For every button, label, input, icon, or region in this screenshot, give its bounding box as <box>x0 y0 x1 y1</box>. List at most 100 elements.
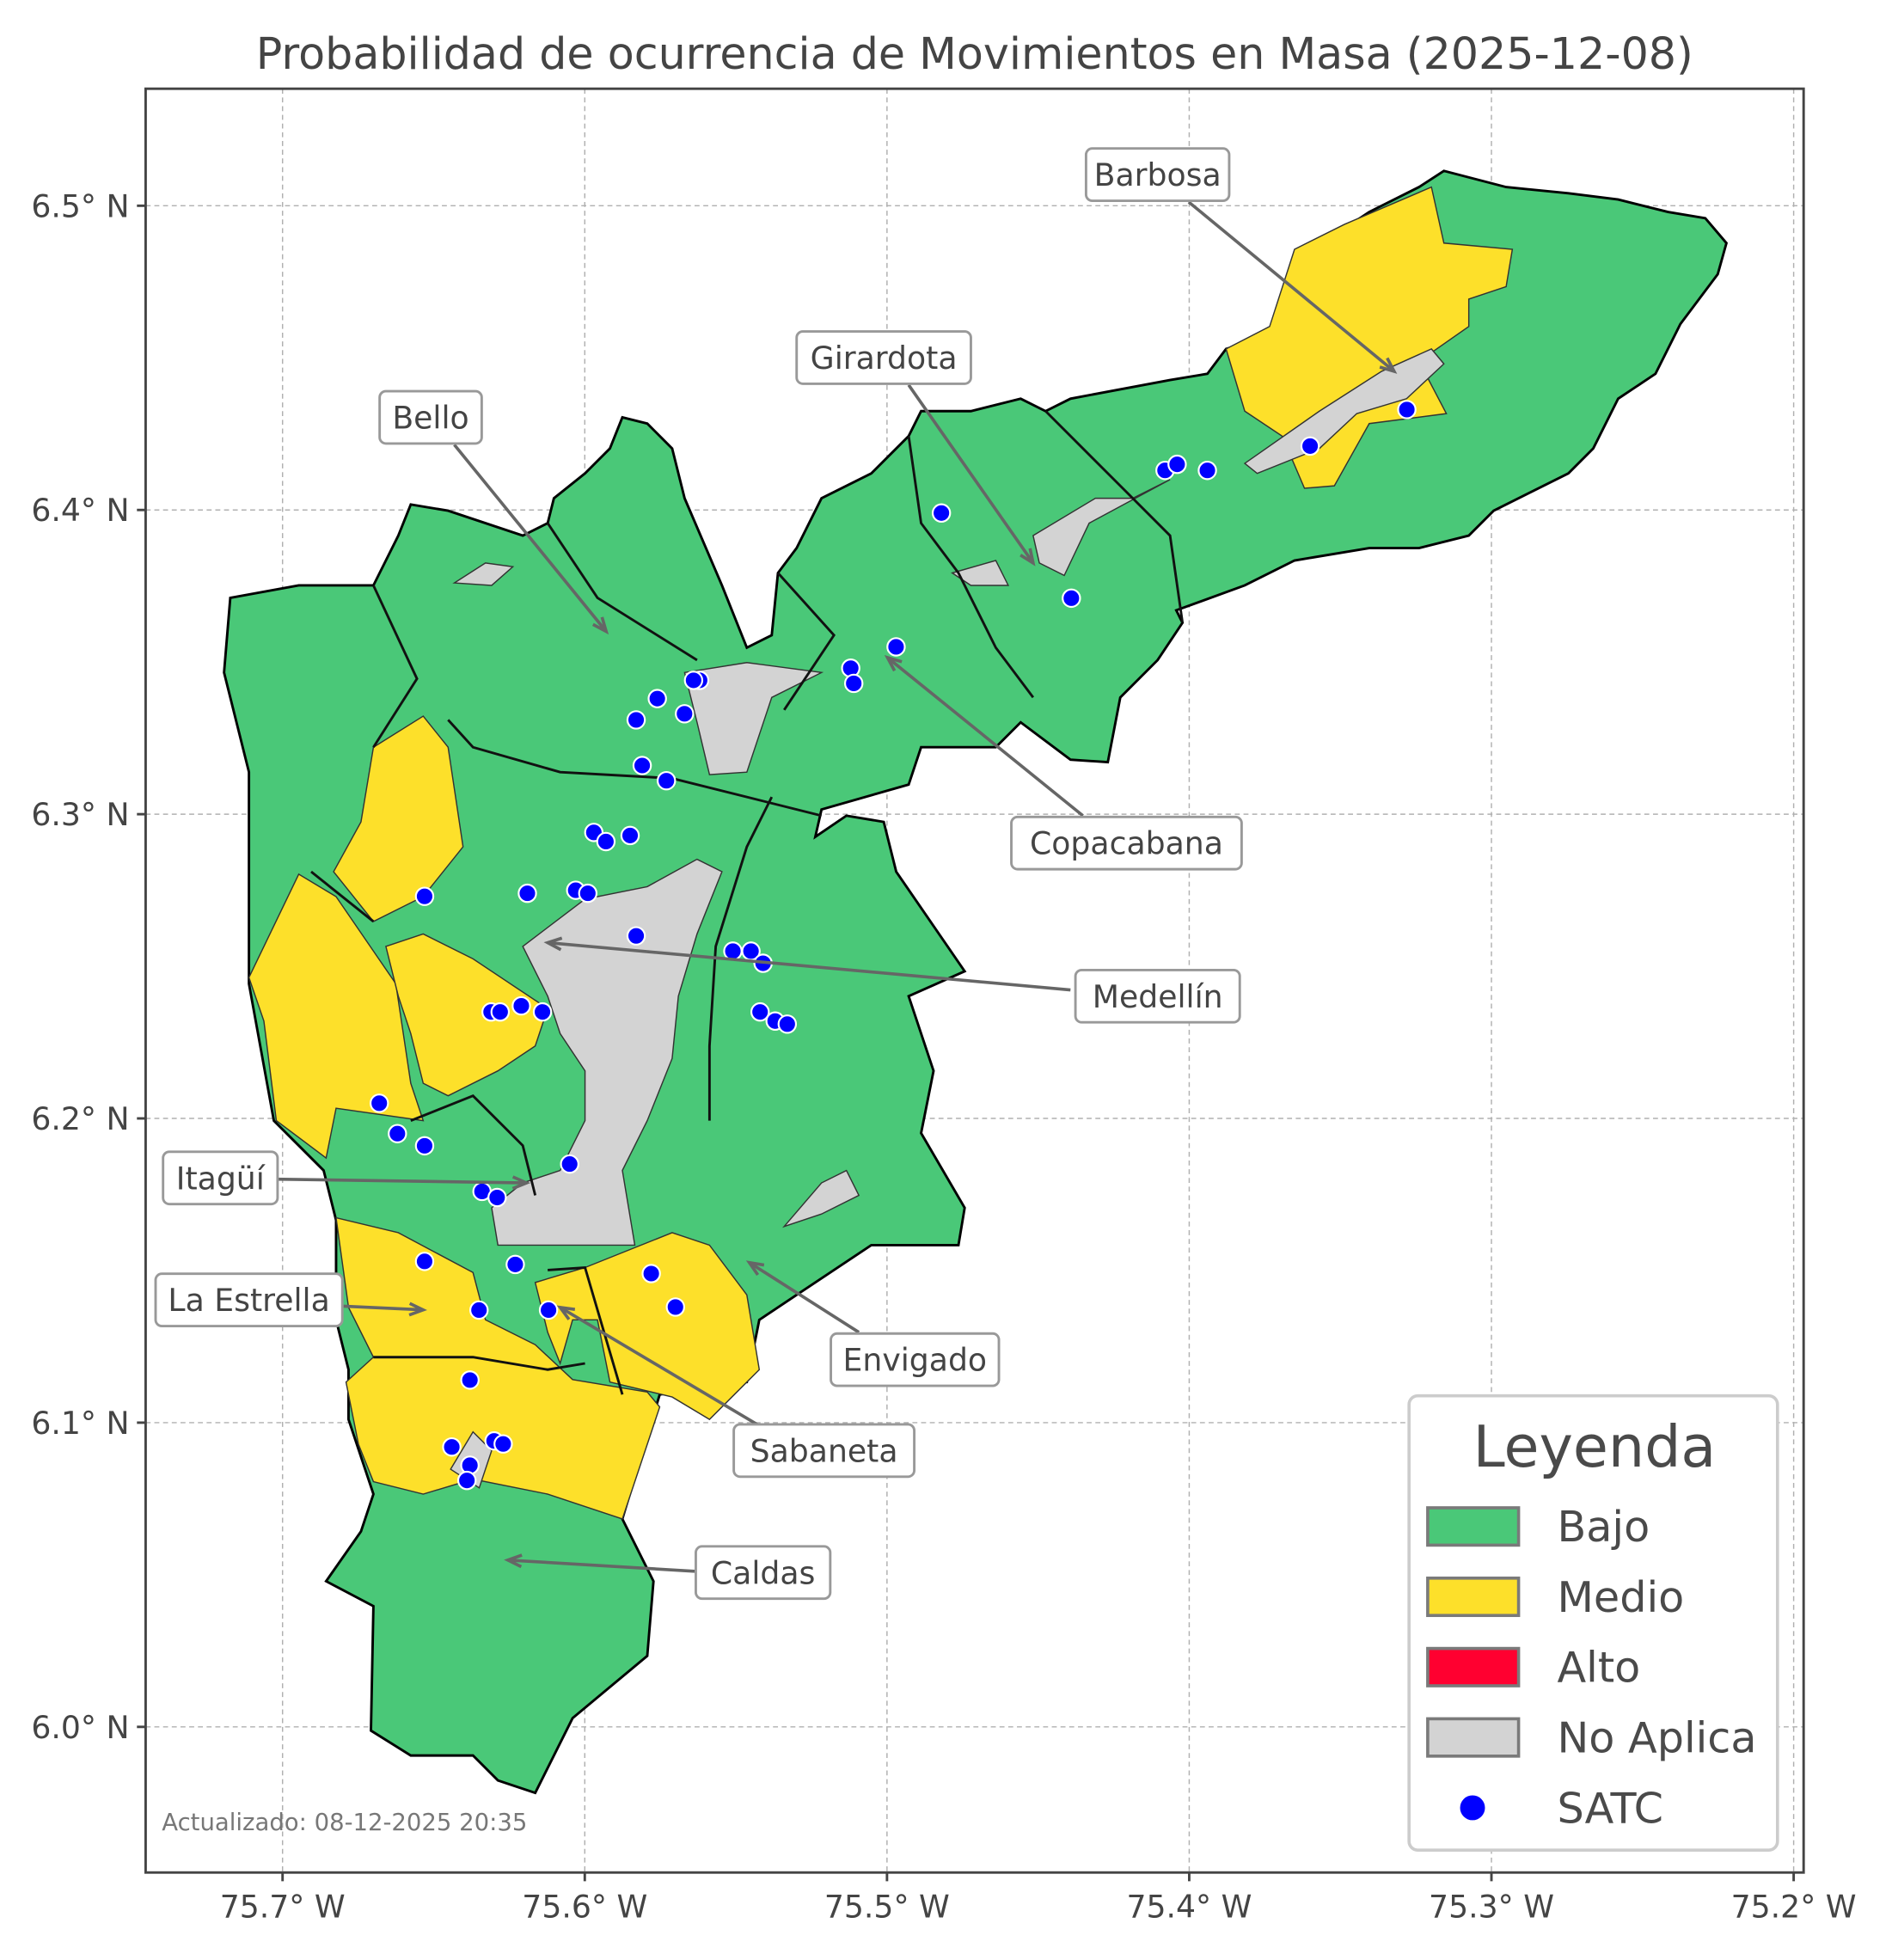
annotation-bello: Bello <box>378 389 609 635</box>
annotation-arrow <box>453 444 608 633</box>
annotation-arrow <box>559 1306 767 1431</box>
satc-station-marker[interactable] <box>683 671 704 690</box>
satc-station-marker[interactable] <box>641 1264 661 1283</box>
satc-station-marker[interactable] <box>414 1252 435 1271</box>
satc-station-marker[interactable] <box>647 689 667 708</box>
y-tick-label: 6.2° N <box>31 1100 129 1137</box>
satc-station-marker[interactable] <box>656 770 677 791</box>
y-tick-label: 6.4° N <box>31 492 129 529</box>
annotation-label: Envigado <box>843 1342 988 1379</box>
satc-station-marker[interactable] <box>886 637 906 657</box>
annotation-arrow <box>886 656 1084 818</box>
annotation-box <box>694 1545 832 1601</box>
annotation-caldas: Caldas <box>504 1545 832 1601</box>
annotation-label: Girardota <box>811 340 958 377</box>
satc-station-marker[interactable] <box>388 1124 407 1143</box>
annotation-box <box>1084 147 1231 202</box>
legend-label: Bajo <box>1557 1502 1650 1552</box>
legend-label: Alto <box>1557 1643 1640 1693</box>
legend: Leyenda Bajo Medio Alto No Aplica SATC <box>1407 1393 1779 1852</box>
annotation-arrow <box>507 1558 695 1573</box>
x-tick-label: 75.2° W <box>1731 1888 1857 1925</box>
satc-station-marker[interactable] <box>675 704 695 724</box>
arrow-head-icon <box>884 655 903 672</box>
municipal-boundary <box>1044 410 1185 623</box>
arrow-head-icon <box>504 1553 523 1569</box>
municipal-boundary <box>546 522 698 662</box>
satc-station-marker[interactable] <box>511 995 531 1016</box>
satc-station-marker[interactable] <box>460 1370 480 1390</box>
annotation-label: Barbosa <box>1094 156 1222 193</box>
municipal-boundary <box>372 585 419 748</box>
satc-station-marker[interactable] <box>505 1254 525 1275</box>
satc-station-marker[interactable] <box>456 1470 477 1491</box>
satc-station-marker[interactable] <box>665 1297 685 1317</box>
region-medio <box>385 933 548 1097</box>
map-title: Probabilidad de ocurrencia de Movimiento… <box>256 28 1693 79</box>
legend-swatch <box>1426 1506 1521 1547</box>
arrow-head-icon <box>591 616 609 635</box>
region-no-aplica <box>491 858 723 1246</box>
arrow-head-icon <box>556 1305 576 1320</box>
satc-station-marker[interactable] <box>487 1187 507 1208</box>
satc-station-marker[interactable] <box>517 883 537 903</box>
legend-swatch <box>1426 1717 1521 1758</box>
satc-station-marker[interactable] <box>931 503 952 523</box>
x-tick-label: 75.5° W <box>824 1888 950 1925</box>
satc-station-marker[interactable] <box>369 1093 389 1113</box>
satc-station-marker[interactable] <box>490 1001 511 1022</box>
satc-station-marker[interactable] <box>777 1014 798 1034</box>
satc-station-marker[interactable] <box>442 1437 462 1457</box>
satc-station-marker[interactable] <box>532 1001 553 1022</box>
y-tick-label: 6.3° N <box>31 796 129 833</box>
municipal-boundary <box>410 1093 537 1196</box>
annotation-label: Bello <box>392 400 468 437</box>
satc-station-marker[interactable] <box>626 926 646 946</box>
satc-station-marker[interactable] <box>469 1300 489 1320</box>
annotation-arrow <box>276 1177 527 1185</box>
satc-station-marker[interactable] <box>596 831 616 852</box>
annotation-label: Medellín <box>1093 978 1223 1015</box>
satc-station-marker[interactable] <box>578 883 598 903</box>
annotation-label: Itagüí <box>176 1160 266 1197</box>
legend-item-bajo: Bajo <box>1426 1502 1650 1552</box>
satc-stations <box>369 400 1417 1491</box>
satc-station-marker[interactable] <box>626 710 646 730</box>
satc-station-marker[interactable] <box>493 1434 513 1454</box>
annotation-arrow <box>748 1261 860 1334</box>
arrow-head-icon <box>408 1302 427 1317</box>
annotation-itagüí: Itagüí <box>162 1150 531 1206</box>
satc-station-marker[interactable] <box>1062 588 1081 609</box>
annotation-box <box>1074 968 1241 1024</box>
annotation-la-estrella: La Estrella <box>154 1272 427 1327</box>
satc-station-marker[interactable] <box>414 886 435 906</box>
satc-station-marker[interactable] <box>843 673 864 694</box>
legend-swatch <box>1426 1576 1521 1618</box>
satc-station-marker[interactable] <box>1197 460 1217 481</box>
region-no-aplica <box>1243 347 1445 475</box>
y-tick-label: 6.5° N <box>31 187 129 224</box>
region-medio <box>534 1232 761 1421</box>
satc-station-marker[interactable] <box>620 825 640 846</box>
arrow-head-icon <box>745 1260 765 1277</box>
legend-item-no-aplica: No Aplica <box>1426 1713 1757 1763</box>
satc-station-marker[interactable] <box>414 1136 435 1156</box>
y-tick-label: 6.1° N <box>31 1405 129 1442</box>
axis-ticks: 75.7° W 75.6° W 75.5° W 75.4° W 75.3° W 75.2°… <box>31 187 1856 1925</box>
satc-station-marker[interactable] <box>1167 454 1187 475</box>
annotation-box <box>162 1150 279 1206</box>
region-no-aplica <box>951 560 1010 586</box>
satc-station-marker[interactable] <box>560 1154 579 1174</box>
annotation-label: Sabaneta <box>750 1432 898 1469</box>
municipal-boundary <box>776 572 836 711</box>
annotation-label: Copacabana <box>1030 825 1223 862</box>
satc-station-marker[interactable] <box>723 941 743 961</box>
annotation-sabaneta: Sabaneta <box>556 1305 916 1479</box>
satc-station-marker[interactable] <box>632 756 652 775</box>
legend-item-medio: Medio <box>1426 1572 1684 1622</box>
satc-station-marker[interactable] <box>538 1300 559 1320</box>
satc-station-marker[interactable] <box>750 1001 770 1022</box>
satc-station-marker[interactable] <box>1300 436 1320 456</box>
satc-station-marker[interactable] <box>1397 400 1417 420</box>
